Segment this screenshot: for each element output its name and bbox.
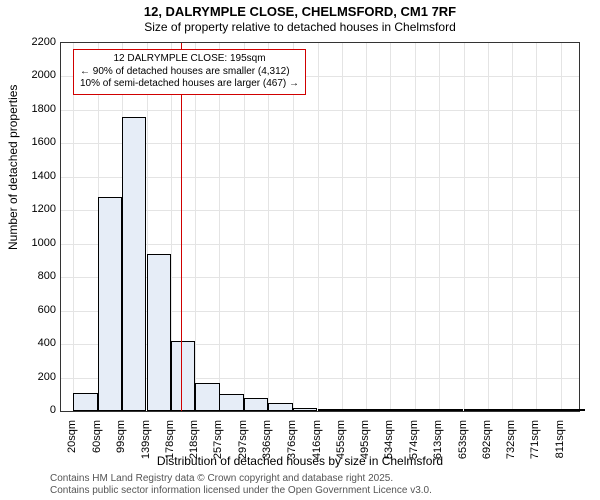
- histogram-bar: [98, 197, 122, 411]
- annotation-line: ← 90% of detached houses are smaller (4,…: [80, 66, 299, 79]
- y-tick-label: 0: [16, 404, 56, 416]
- histogram-bar: [342, 409, 366, 411]
- histogram-bar: [244, 398, 268, 411]
- grid-line-v: [488, 43, 489, 411]
- annotation-line: 12 DALRYMPLE CLOSE: 195sqm: [80, 53, 299, 66]
- histogram-bar: [293, 408, 317, 411]
- histogram-bar: [171, 341, 195, 411]
- grid-line-v: [464, 43, 465, 411]
- grid-line-v: [244, 43, 245, 411]
- grid-line-v: [342, 43, 343, 411]
- grid-line-v: [73, 43, 74, 411]
- histogram-bar: [195, 383, 219, 411]
- grid-line-v: [293, 43, 294, 411]
- grid-line-v: [219, 43, 220, 411]
- grid-line-v: [439, 43, 440, 411]
- grid-line-v: [390, 43, 391, 411]
- y-tick-label: 600: [16, 304, 56, 316]
- y-tick-label: 200: [16, 371, 56, 383]
- annotation-line: 10% of semi-detached houses are larger (…: [80, 78, 299, 91]
- grid-line-v: [512, 43, 513, 411]
- y-tick-label: 400: [16, 337, 56, 349]
- attribution-line-1: Contains HM Land Registry data © Crown c…: [50, 473, 393, 484]
- y-tick-label: 1800: [16, 103, 56, 115]
- y-tick-label: 1600: [16, 136, 56, 148]
- grid-line-v: [536, 43, 537, 411]
- histogram-bar: [390, 409, 414, 411]
- grid-line-v: [195, 43, 196, 411]
- plot-area: 12 DALRYMPLE CLOSE: 195sqm← 90% of detac…: [60, 42, 580, 412]
- histogram-bar: [318, 409, 342, 412]
- chart-title: 12, DALRYMPLE CLOSE, CHELMSFORD, CM1 7RF: [0, 4, 600, 19]
- histogram-bar: [561, 409, 585, 411]
- y-tick-label: 2200: [16, 36, 56, 48]
- y-tick-label: 800: [16, 270, 56, 282]
- histogram-bar: [147, 254, 171, 411]
- x-axis-label: Distribution of detached houses by size …: [0, 454, 600, 468]
- y-tick-label: 1400: [16, 170, 56, 182]
- grid-line-v: [318, 43, 319, 411]
- histogram-bar: [415, 409, 439, 411]
- histogram-bar: [122, 117, 146, 411]
- annotation-box: 12 DALRYMPLE CLOSE: 195sqm← 90% of detac…: [73, 49, 306, 95]
- histogram-bar: [366, 409, 390, 411]
- chart-container: 12, DALRYMPLE CLOSE, CHELMSFORD, CM1 7RF…: [0, 0, 600, 500]
- histogram-bar: [464, 409, 488, 411]
- histogram-bar: [512, 409, 536, 411]
- y-tick-label: 1000: [16, 237, 56, 249]
- grid-line-h: [61, 110, 579, 111]
- grid-line-v: [415, 43, 416, 411]
- grid-line-v: [561, 43, 562, 411]
- histogram-bar: [488, 409, 512, 411]
- histogram-bar: [73, 393, 97, 411]
- grid-line-v: [268, 43, 269, 411]
- chart-subtitle: Size of property relative to detached ho…: [0, 20, 600, 34]
- attribution-line-2: Contains public sector information licen…: [50, 485, 432, 496]
- y-tick-label: 2000: [16, 69, 56, 81]
- histogram-bar: [536, 409, 560, 411]
- histogram-bar: [439, 409, 463, 411]
- grid-line-v: [366, 43, 367, 411]
- histogram-bar: [268, 403, 292, 411]
- y-tick-label: 1200: [16, 203, 56, 215]
- histogram-bar: [219, 394, 243, 411]
- reference-line: [181, 43, 182, 411]
